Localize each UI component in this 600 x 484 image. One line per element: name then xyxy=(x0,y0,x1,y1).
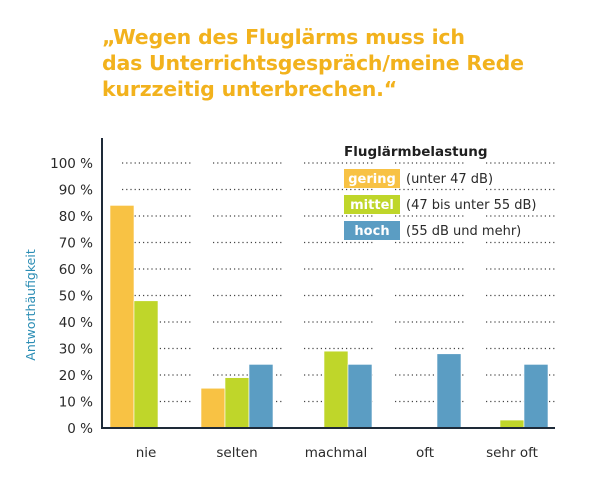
x-category-label: selten xyxy=(216,445,257,461)
legend-swatch-hoch xyxy=(344,221,400,240)
y-tick-label: 30 % xyxy=(59,342,93,358)
y-tick-label: 70 % xyxy=(59,236,93,252)
x-category-label: machmal xyxy=(305,445,368,461)
y-tick-label: 90 % xyxy=(59,183,93,199)
y-tick-label: 40 % xyxy=(59,315,93,331)
legend-description: (47 bis unter 55 dB) xyxy=(406,198,536,213)
legend-description: (unter 47 dB) xyxy=(406,172,493,187)
bar-hoch-selten xyxy=(248,364,274,429)
legend-description: (55 dB und mehr) xyxy=(406,224,521,239)
bar-mittel-sehr-oft xyxy=(499,419,525,429)
legend-title: Fluglärmbelastung xyxy=(344,144,488,160)
chart-title-line: kurzzeitig unterbrechen.“ xyxy=(102,77,397,101)
axes xyxy=(101,138,555,429)
x-category-label: sehr oft xyxy=(486,445,538,461)
bar-hoch-machmal xyxy=(347,364,373,429)
legend-label: gering xyxy=(348,172,396,187)
y-tick-label: 80 % xyxy=(59,209,93,225)
bar-mittel-machmal xyxy=(323,350,349,429)
bars xyxy=(109,205,549,429)
x-category-labels: nie selten machmal oft sehr oft xyxy=(136,445,538,461)
chart-title-line: das Unterrichtsgespräch/meine Rede xyxy=(102,51,524,75)
legend: Fluglärmbelastung gering (unter 47 dB) mit… xyxy=(344,144,536,240)
bar-hoch-sehr-oft xyxy=(523,364,549,429)
legend-label: hoch xyxy=(354,224,389,239)
bar-mittel-nie xyxy=(133,300,159,429)
legend-swatch-gering xyxy=(344,169,400,188)
chart-title: „Wegen des Fluglärms muss ich das Unterr… xyxy=(102,24,592,102)
y-tick-label: 20 % xyxy=(59,368,93,384)
y-axis-label: Antworthäufigkeit xyxy=(23,249,38,361)
x-category-label: nie xyxy=(136,445,157,461)
y-tick-label: 60 % xyxy=(59,262,93,278)
y-tick-label: 10 % xyxy=(59,395,93,411)
bar-gering-nie xyxy=(109,205,135,429)
bar-hoch-oft xyxy=(436,353,462,429)
y-tick-label: 100 % xyxy=(50,156,93,172)
chart-title-line: „Wegen des Fluglärms muss ich xyxy=(102,25,465,49)
legend-swatch-mittel xyxy=(344,195,400,214)
y-tick-labels: 0 % 10 % 20 % 30 % 40 % 50 % 60 % 70 % 80 % 90 % 1… xyxy=(50,156,93,437)
legend-label: mittel xyxy=(350,198,394,213)
bar-mittel-selten xyxy=(224,377,250,429)
y-tick-label: 0 % xyxy=(67,421,93,437)
bar-gering-selten xyxy=(200,387,226,429)
y-tick-label: 50 % xyxy=(59,289,93,305)
x-category-label: oft xyxy=(416,445,434,461)
